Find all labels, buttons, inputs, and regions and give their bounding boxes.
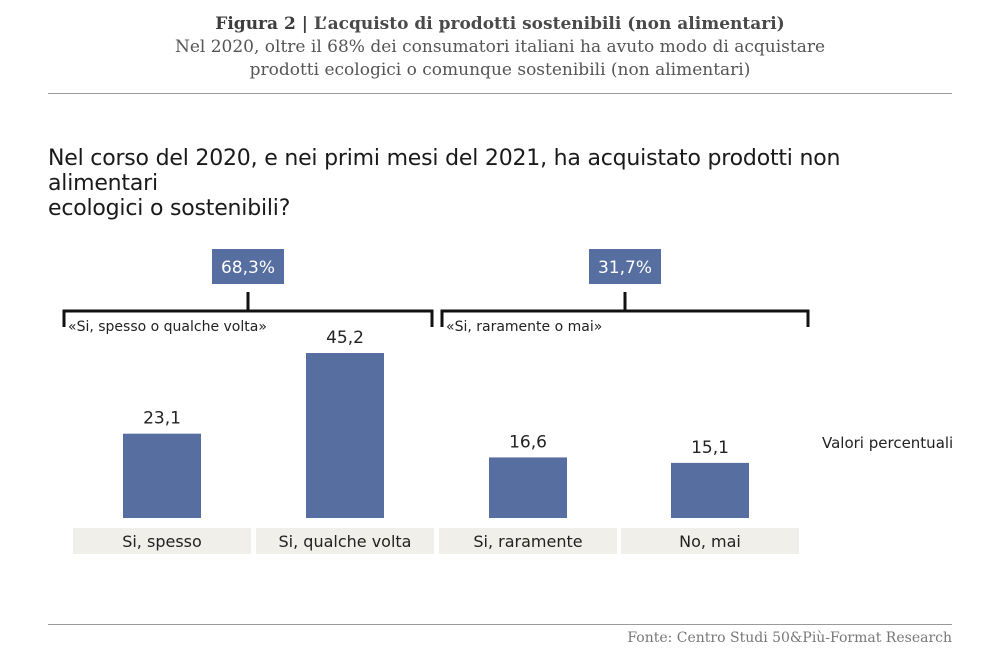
group-total-badge-2 bbox=[589, 249, 661, 284]
source-credit: Fonte: Centro Studi 50&Più-Format Resear… bbox=[627, 630, 952, 646]
category-bg-2 bbox=[256, 528, 434, 554]
group-label-1: «Si, spesso o qualche volta» bbox=[68, 319, 267, 335]
group-total-badge-1 bbox=[212, 249, 284, 284]
data-label-4: 15,1 bbox=[691, 438, 729, 458]
group-label-2: «Si, raramente o mai» bbox=[446, 319, 602, 335]
group-total-label-2: 31,7% bbox=[598, 258, 652, 278]
group-total-label-1: 68,3% bbox=[221, 258, 275, 278]
category-label-1: Si, spesso bbox=[122, 532, 202, 551]
category-bg-3 bbox=[439, 528, 617, 554]
question-line1: Nel corso del 2020, e nei primi mesi del… bbox=[48, 146, 841, 196]
bar-4 bbox=[671, 462, 749, 518]
figure-subtitle-line2: prodotti ecologici o comunque sostenibil… bbox=[249, 60, 751, 80]
bar-3 bbox=[489, 457, 567, 518]
category-label-3: Si, raramente bbox=[473, 532, 582, 551]
figure-header: Figura 2 | L’acquisto di prodotti sosten… bbox=[0, 12, 1000, 82]
data-label-2: 45,2 bbox=[326, 328, 364, 348]
category-bg-4 bbox=[621, 528, 799, 554]
survey-question: Nel corso del 2020, e nei primi mesi del… bbox=[48, 146, 948, 221]
figure-number: Figura 2 | bbox=[215, 14, 308, 34]
values-note: Valori percentuali bbox=[822, 434, 954, 452]
figure-subtitle-line1: Nel 2020, oltre il 68% dei consumatori i… bbox=[174, 37, 826, 57]
question-line2: ecologici o sostenibili? bbox=[48, 196, 291, 221]
category-label-4: No, mai bbox=[679, 532, 741, 551]
figure-title-text: L’acquisto di prodotti sostenibili (non … bbox=[313, 14, 785, 34]
category-label-2: Si, qualche volta bbox=[279, 532, 412, 551]
category-bg-1 bbox=[73, 528, 251, 554]
data-label-3: 16,6 bbox=[509, 432, 547, 452]
data-label-1: 23,1 bbox=[143, 409, 181, 429]
top-divider bbox=[48, 93, 952, 94]
bottom-divider bbox=[48, 624, 952, 625]
figure-title: Figura 2 | L’acquisto di prodotti sosten… bbox=[0, 12, 1000, 36]
bar-2 bbox=[306, 353, 384, 518]
bar-1 bbox=[123, 433, 201, 518]
